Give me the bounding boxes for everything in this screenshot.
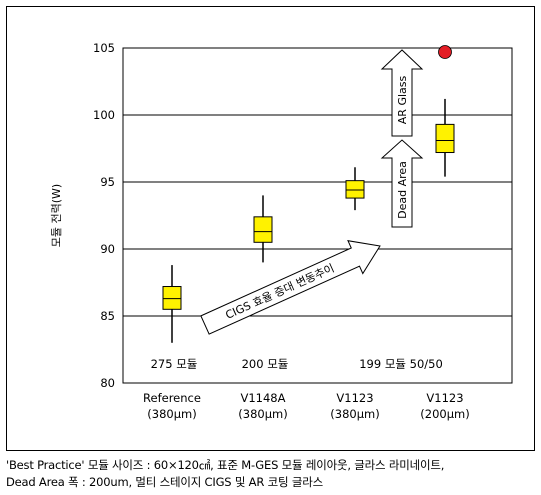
x-axis-labels: Reference (380µm) V1148A (380µm) V1123 (380µm… (143, 391, 470, 421)
y-tick-label: 85 (100, 309, 115, 323)
dead-area-arrow: Dead Area (380, 139, 424, 228)
dead-area-arrow-shape (380, 139, 424, 228)
x-tick-label: Reference (143, 391, 201, 405)
x-tick-label: V1148A (240, 391, 285, 405)
caption-line-2: Dead Area 폭 : 200um, 멀티 스테이지 CIGS 및 AR 코… (6, 475, 323, 489)
y-tick-label: 95 (100, 175, 115, 189)
chart-frame (6, 6, 535, 451)
box-iqr (162, 286, 182, 310)
y-axis-ticks: 80 85 90 95 100 105 (93, 41, 115, 390)
box-iqr (345, 180, 365, 199)
y-axis-label: 모듈 전력(W) (50, 184, 63, 247)
box-series (162, 98, 455, 343)
target-point (438, 45, 452, 59)
group-label: 275 모듈 (151, 357, 198, 371)
group-label: 200 모듈 (242, 357, 289, 371)
plot-area (122, 47, 513, 384)
y-tick-label: 100 (93, 108, 115, 122)
trend-arrow: CIGS 효율 증대 변동추이 (200, 240, 381, 335)
box-1 (162, 265, 182, 343)
trend-arrow-shape (200, 240, 381, 335)
box-4 (435, 98, 455, 177)
annotation-arrows: CIGS 효율 증대 변동추이 Dead Area AR Glass (200, 49, 424, 335)
x-tick-label: V1123 (336, 391, 373, 405)
ar-glass-arrow: AR Glass (380, 49, 424, 137)
target-points (438, 45, 452, 59)
grid-lines (123, 114, 512, 317)
x-tick-sublabel: (380µm) (147, 407, 196, 421)
y-tick-label: 80 (100, 376, 115, 390)
ar-glass-arrow-label: AR Glass (396, 76, 409, 125)
box-3 (345, 167, 365, 211)
x-tick-sublabel: (200µm) (420, 407, 469, 421)
x-tick-sublabel: (380µm) (330, 407, 379, 421)
y-tick-label: 90 (100, 242, 115, 256)
group-labels: 275 모듈 200 모듈 199 모듈 50/50 (151, 357, 443, 371)
trend-arrow-label: CIGS 효율 증대 변동추이 (224, 262, 337, 322)
box-2 (253, 195, 273, 263)
caption-line-1: 'Best Practice' 모듈 사이즈 : 60×120㎠, 표준 M-G… (6, 458, 445, 472)
box-iqr (435, 123, 455, 154)
dead-area-arrow-label: Dead Area (396, 161, 409, 219)
x-tick-label: V1123 (426, 391, 463, 405)
box-plot-chart: 80 85 90 95 100 105 모듈 전력(W) Reference (380µm)… (50, 41, 513, 421)
figure-caption: 'Best Practice' 모듈 사이즈 : 60×120㎠, 표준 M-G… (6, 457, 536, 491)
group-label-shared: 199 모듈 50/50 (359, 357, 443, 371)
y-tick-label: 105 (93, 41, 115, 55)
ar-glass-arrow-shape (380, 49, 424, 137)
x-tick-sublabel: (380µm) (238, 407, 287, 421)
box-iqr (253, 216, 273, 243)
